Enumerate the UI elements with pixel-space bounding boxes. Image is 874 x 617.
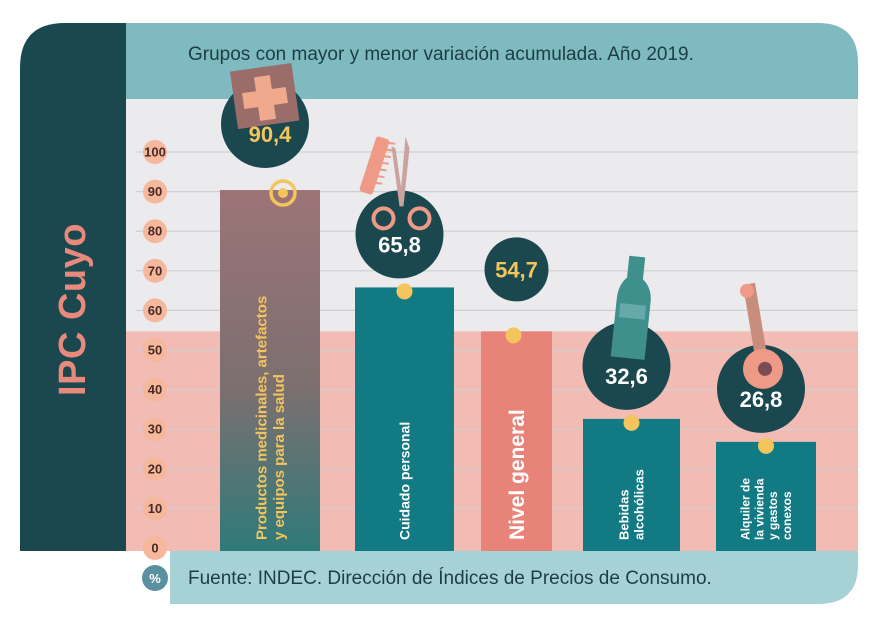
category-label: Cuidado personal	[396, 422, 412, 540]
value-bubble-group: 26,8	[717, 282, 805, 433]
category-label-group: Productos medicinales, artefactos y equip…	[254, 296, 288, 540]
value-label: 32,6	[605, 364, 648, 389]
scissor-blade	[391, 146, 404, 207]
scissor-handle	[407, 206, 432, 231]
scissor-blade	[399, 136, 410, 207]
bar-marker	[278, 188, 288, 199]
value-bubble-group: 90,4	[221, 63, 309, 169]
tick-bubble	[143, 298, 167, 323]
category-label: la vivienda	[752, 478, 766, 540]
value-label: 90,4	[249, 122, 293, 147]
y-tick-label: 70	[148, 263, 162, 278]
bar-marker-ring	[269, 179, 297, 207]
category-label-group: Cuidado personal	[396, 422, 412, 540]
tick-bubble	[143, 179, 167, 204]
category-label-group: Nivel general	[506, 409, 529, 540]
header-band	[126, 23, 858, 99]
comb-tooth	[384, 141, 396, 145]
key-hole	[758, 361, 772, 376]
bar-marker	[396, 283, 413, 300]
y-tick-label: 10	[148, 501, 162, 516]
bar	[220, 190, 320, 552]
y-tick-label: 100	[144, 145, 166, 160]
value-bubble-group: 32,6	[582, 255, 671, 410]
comb-tooth	[378, 161, 389, 165]
bar-marker	[623, 414, 640, 431]
category-label: Alquiler de	[739, 478, 753, 540]
tick-bubble	[143, 536, 167, 560]
comb-tooth	[380, 154, 391, 159]
chart-subtitle: Grupos con mayor y menor variación acumu…	[188, 44, 694, 65]
y-tick-label: 0	[151, 541, 158, 556]
tick-bubble	[143, 338, 167, 362]
y-tick-label: 50	[148, 343, 162, 358]
category-label: y equipos para la salud	[271, 374, 288, 540]
category-label: Bebidas	[617, 489, 632, 540]
tick-bubble	[143, 258, 167, 283]
key-blade	[743, 282, 767, 357]
value-label: 26,8	[740, 387, 783, 412]
y-tick-label: 80	[148, 224, 162, 239]
value-bubble	[582, 321, 671, 410]
bottle-label	[618, 303, 647, 320]
value-bubble-group: 54,7	[484, 237, 549, 302]
y-tick-label: 20	[148, 461, 162, 476]
bar	[481, 331, 552, 551]
value-label: 65,8	[378, 232, 421, 257]
category-label: alcohólicas	[632, 469, 647, 540]
scissor-handle	[371, 206, 396, 231]
y-unit-label: %	[149, 571, 161, 586]
tick-bubble	[143, 456, 167, 481]
value-bubble	[484, 237, 549, 302]
comb	[359, 136, 390, 195]
bar-marker	[505, 327, 522, 344]
y-tick-label: 40	[148, 382, 162, 397]
comb-tooth	[374, 174, 385, 179]
category-label: conexos	[780, 491, 794, 540]
bar-marker	[758, 437, 774, 454]
footer-band	[126, 551, 858, 604]
y-tick-label: 30	[148, 422, 162, 437]
medical-cross	[242, 75, 288, 121]
bar	[355, 287, 454, 551]
side-tab	[20, 23, 126, 551]
source-note: Fuente: INDEC. Dirección de Índices de P…	[188, 568, 712, 589]
comb-tooth	[376, 168, 387, 172]
y-tick-label: 60	[148, 303, 162, 318]
category-label-group: Alquiler de la vivienda y gastos conexos	[739, 478, 794, 540]
category-label: y gastos	[766, 491, 780, 540]
category-label-group: Bebidas alcohólicas	[617, 469, 647, 540]
unit-bubble	[142, 565, 168, 591]
value-bubble-group: 65,8	[355, 136, 444, 279]
y-tick-label: 90	[148, 184, 162, 199]
comb-tooth	[371, 181, 383, 185]
tick-bubble	[143, 219, 167, 244]
tick-bubble	[143, 140, 167, 164]
category-label: Productos medicinales, artefactos	[254, 296, 271, 540]
tick-bubble	[143, 377, 167, 402]
value-bubble	[717, 344, 805, 433]
tick-bubble	[143, 417, 167, 442]
comb-tooth	[382, 148, 394, 152]
key-tip	[740, 283, 754, 298]
tick-bubble	[143, 496, 167, 521]
category-label: Nivel general	[506, 409, 529, 540]
bar	[716, 441, 816, 551]
bar	[583, 418, 680, 551]
value-label: 54,7	[495, 257, 538, 282]
